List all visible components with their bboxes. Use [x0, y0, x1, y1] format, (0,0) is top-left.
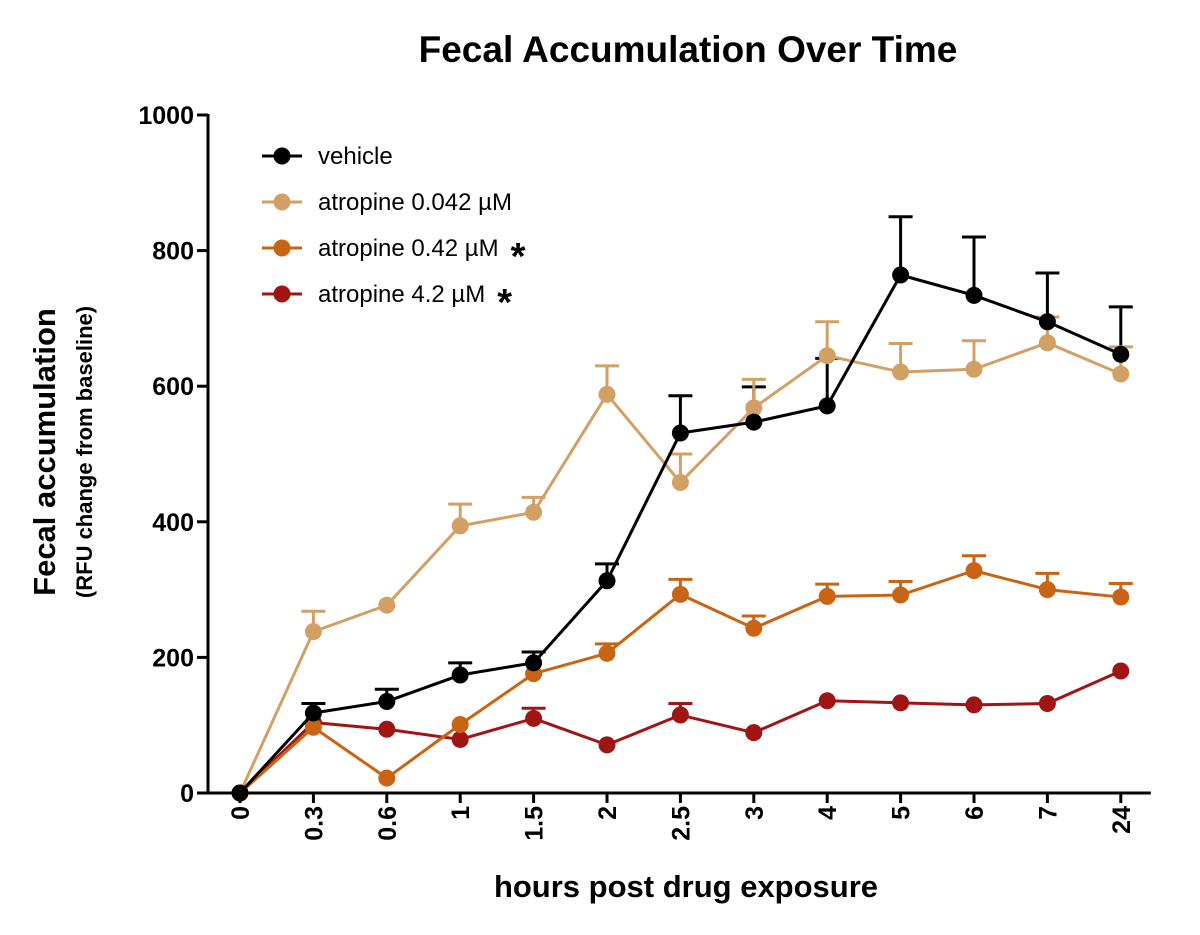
legend-item: atropine 4.2 µM * [262, 281, 512, 324]
data-point [965, 286, 983, 304]
x-tick-label: 2 [594, 806, 622, 820]
data-point [671, 473, 689, 491]
series-line [238, 669, 1122, 795]
x-tick-label: 7 [1034, 806, 1062, 820]
legend-swatch-marker [273, 239, 291, 257]
legend-item: atropine 0.042 µM [262, 189, 512, 216]
data-point [598, 385, 616, 403]
data-point [525, 654, 543, 672]
data-point [598, 736, 616, 754]
series-atropine-4-2-m [231, 662, 1130, 802]
data-point [378, 769, 396, 787]
x-tick-label: 2.5 [667, 806, 695, 841]
legend: vehicle atropine 0.042 µM atropine 0.42 µM… [262, 143, 526, 324]
data-point [671, 706, 689, 724]
y-tick-label: 200 [152, 644, 194, 672]
data-point [818, 347, 836, 365]
x-tick-label: 24 [1108, 806, 1136, 834]
data-point [304, 704, 322, 722]
data-point [745, 399, 763, 417]
series-vehicle [231, 266, 1130, 802]
data-point [451, 730, 469, 748]
significance-marker: * [497, 282, 512, 324]
x-tick-label: 0.6 [374, 806, 402, 841]
data-point [378, 720, 396, 738]
legend-label: vehicle [318, 143, 393, 170]
legend-swatch-marker [273, 193, 291, 211]
y-tick-label: 1000 [138, 102, 194, 130]
data-point [1112, 345, 1130, 363]
data-point [231, 784, 249, 802]
axes: 0 200 400 600 800 1000 0 0.3 0.6 1 1.5 2 2.5 3 4 5 6 7 24 [138, 102, 1151, 841]
y-axis-title: Fecal accumulation [27, 308, 62, 596]
data-point [818, 397, 836, 415]
y-axis-subtitle: (RFU change from baseline) [72, 306, 97, 598]
data-point [378, 692, 396, 710]
data-point [451, 517, 469, 535]
data-point [598, 644, 616, 662]
x-tick-label: 0.3 [300, 806, 328, 841]
data-point [1038, 695, 1056, 713]
x-axis-title: hours post drug exposure [494, 869, 878, 904]
data-point [1038, 313, 1056, 331]
legend-item: vehicle [262, 143, 393, 170]
data-point [304, 718, 322, 736]
data-point [1112, 588, 1130, 606]
x-tick-label: 3 [741, 806, 769, 820]
x-tick-label: 5 [888, 806, 916, 820]
legend-label: atropine 0.042 µM [318, 189, 512, 216]
chart-title: Fecal Accumulation Over Time [419, 29, 958, 70]
data-point [1112, 662, 1130, 680]
data-point [1038, 581, 1056, 599]
data-point [965, 360, 983, 378]
series-line [238, 569, 1121, 795]
data-point [892, 586, 910, 604]
data-point [525, 503, 543, 521]
y-tick-label: 800 [152, 238, 194, 266]
y-tick-label: 400 [152, 509, 194, 537]
data-point [892, 363, 910, 381]
data-point [745, 724, 763, 742]
data-point [818, 692, 836, 710]
data-point [818, 587, 836, 605]
x-tick-label: 0 [227, 806, 255, 820]
data-point [745, 619, 763, 637]
series-atropine-0-42-m [231, 562, 1130, 802]
data-point [525, 709, 543, 727]
data-point [671, 424, 689, 442]
series-lines [231, 266, 1130, 802]
x-tick-label: 4 [814, 806, 842, 820]
y-axis-label: Fecal accumulation (RFU change from base… [27, 306, 97, 598]
data-point [1038, 334, 1056, 352]
x-tick-label: 6 [961, 806, 989, 820]
y-tick-label: 0 [180, 780, 194, 808]
data-point [965, 696, 983, 714]
data-point [745, 413, 763, 431]
data-point [965, 562, 983, 580]
data-point [892, 266, 910, 284]
data-point [378, 596, 396, 614]
data-point [671, 585, 689, 603]
legend-item: atropine 0.42 µM * [262, 235, 526, 278]
data-point [1112, 365, 1130, 383]
data-point [304, 623, 322, 641]
data-point [598, 572, 616, 590]
y-tick-label: 600 [152, 373, 194, 401]
data-point [451, 716, 469, 734]
data-point [892, 694, 910, 712]
legend-swatch-marker [273, 147, 291, 165]
legend-swatch-marker [273, 285, 291, 303]
significance-marker: * [511, 236, 526, 278]
data-point [451, 666, 469, 684]
legend-label: atropine 0.42 µM [318, 235, 499, 262]
legend-label: atropine 4.2 µM [318, 281, 485, 308]
x-tick-label: 1.5 [521, 806, 549, 841]
x-tick-label: 1 [447, 806, 475, 820]
